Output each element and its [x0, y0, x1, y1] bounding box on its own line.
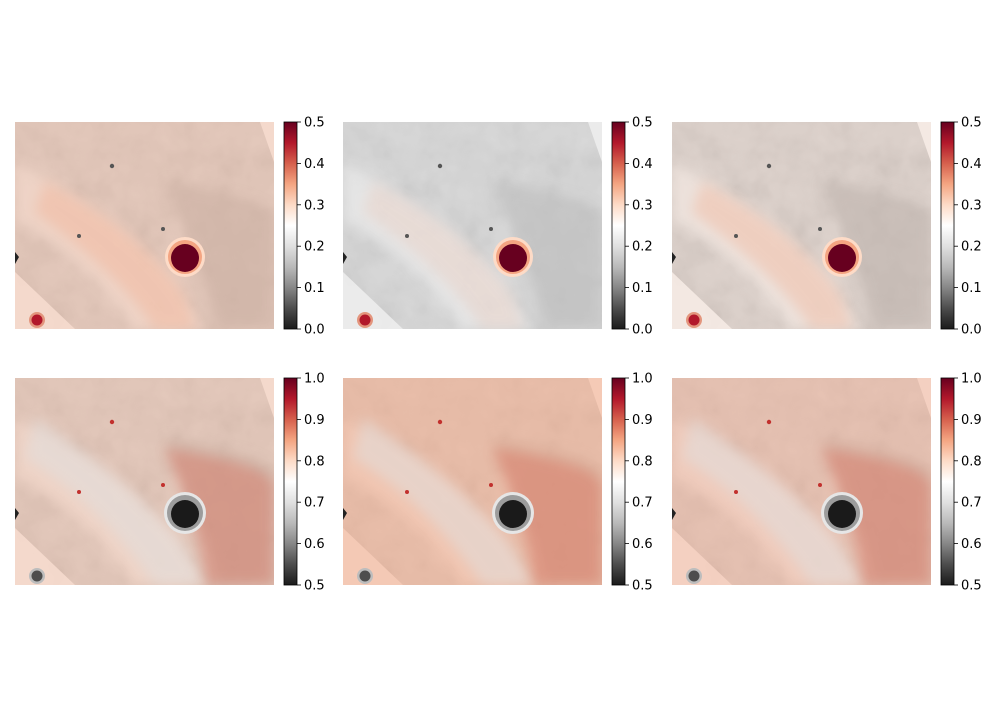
- colorbar-r2-c2: 0.5 0.6 0.7 0.8 0.9 1.0: [611, 372, 653, 594]
- colorbar-tick-label: 0.3: [961, 198, 982, 213]
- colorbar-tick-label: 0.8: [304, 454, 325, 469]
- panel-r2-c3: [672, 378, 931, 585]
- colorbar-tick-label: 0.5: [304, 579, 325, 594]
- colorbar-gradient: [940, 121, 955, 330]
- colorbar-tick-label: 0.1: [632, 281, 653, 296]
- colorbar-tick-label: 0.1: [304, 281, 325, 296]
- colorbar-tick-label: 1.0: [961, 372, 982, 387]
- colorbar-tick-label: 0.2: [961, 240, 982, 255]
- colorbar-gradient: [283, 377, 298, 586]
- panel-r2-c1: [15, 378, 274, 585]
- colorbar-tick-label: 0.7: [632, 496, 653, 511]
- colorbar-tick-label: 0.4: [304, 157, 325, 172]
- colorbar-tick-label: 0.9: [304, 413, 325, 428]
- colorbar-r1-c1: 0.0 0.1 0.2 0.3 0.4 0.5: [283, 116, 325, 338]
- panel-r2-c2: [343, 378, 602, 585]
- colorbar-tick-label: 0.6: [632, 537, 653, 552]
- colorbar-tick-label: 0.3: [304, 198, 325, 213]
- colorbar-tick-label: 0.0: [632, 323, 653, 338]
- colorbar-tick-label: 0.2: [632, 240, 653, 255]
- panel-r1-c3: [672, 122, 931, 329]
- colorbar-tick-label: 0.5: [632, 116, 653, 131]
- colorbar-tick-label: 0.0: [961, 323, 982, 338]
- panel-r1-c1: [15, 122, 274, 329]
- colorbar-gradient: [611, 377, 626, 586]
- colorbar-tick-label: 0.5: [961, 579, 982, 594]
- colorbar-tick-label: 0.6: [961, 537, 982, 552]
- colorbar-tick-label: 0.0: [304, 323, 325, 338]
- colorbar-tick-label: 0.8: [632, 454, 653, 469]
- colorbar-gradient: [283, 121, 298, 330]
- colorbar-tick-label: 0.9: [961, 413, 982, 428]
- colorbar-tick-label: 0.2: [304, 240, 325, 255]
- colorbar-tick-label: 1.0: [304, 372, 325, 387]
- colorbar-tick-label: 0.5: [632, 579, 653, 594]
- colorbar-tick-label: 0.9: [632, 413, 653, 428]
- colorbar-r2-c1: 0.5 0.6 0.7 0.8 0.9 1.0: [283, 372, 325, 594]
- colorbar-tick-label: 0.3: [632, 198, 653, 213]
- colorbar-tick-label: 0.7: [304, 496, 325, 511]
- colorbar-tick-label: 0.6: [304, 537, 325, 552]
- colorbar-tick-label: 0.5: [961, 116, 982, 131]
- colorbar-tick-label: 0.4: [961, 157, 982, 172]
- colorbar-gradient: [611, 121, 626, 330]
- colorbar-tick-label: 0.4: [632, 157, 653, 172]
- panel-r1-c2: [343, 122, 602, 329]
- colorbar-gradient: [940, 377, 955, 586]
- colorbar-r2-c3: 0.5 0.6 0.7 0.8 0.9 1.0: [940, 372, 982, 594]
- colorbar-tick-label: 1.0: [632, 372, 653, 387]
- colorbar-tick-label: 0.7: [961, 496, 982, 511]
- colorbar-r1-c3: 0.0 0.1 0.2 0.3 0.4 0.5: [940, 116, 982, 338]
- colorbar-r1-c2: 0.0 0.1 0.2 0.3 0.4 0.5: [611, 116, 653, 338]
- colorbar-tick-label: 0.1: [961, 281, 982, 296]
- panel-grid: 0.00.10.20.30.40.50.00.10.20.30.40.50.00…: [15, 116, 982, 594]
- colorbar-tick-label: 0.8: [961, 454, 982, 469]
- colorbar-tick-label: 0.5: [304, 116, 325, 131]
